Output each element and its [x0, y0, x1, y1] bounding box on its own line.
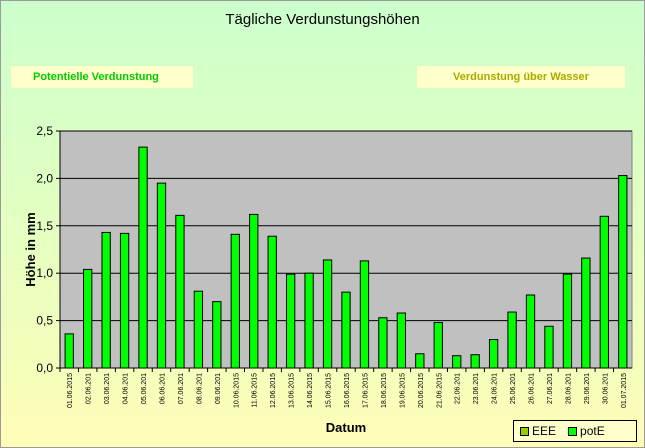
bar: [119, 232, 130, 369]
bar: [212, 301, 222, 369]
bar: [138, 146, 148, 369]
y-tick-label: 0,0: [36, 361, 53, 375]
bar: [544, 325, 554, 369]
y-tick-label: 2,0: [36, 171, 53, 185]
x-tick-label: 27.06.201: [547, 373, 554, 404]
y-tick-label: 0,5: [36, 314, 53, 328]
bar: [562, 273, 573, 369]
bar: [488, 339, 499, 369]
potentielle-verdunstung-button[interactable]: Potentielle Verdunstung: [11, 66, 193, 88]
legend: EEE potE: [513, 420, 637, 442]
bar: [341, 291, 351, 369]
x-tick-label: 20.06.2015: [418, 373, 425, 408]
legend-swatch-eee: [520, 426, 529, 436]
bar: [359, 260, 370, 369]
legend-swatch-pote: [568, 426, 578, 436]
x-tick-label: 11.06.2015: [252, 373, 259, 408]
bar: [618, 175, 628, 369]
x-tick-label: 04.06.201: [123, 373, 130, 404]
legend-item-eee: EEE: [520, 424, 556, 438]
y-tick-label: 2,5: [36, 124, 53, 138]
x-tick-label: 30.06.201: [602, 373, 609, 404]
bar: [470, 354, 480, 369]
x-tick-label: 29.06.201: [584, 373, 591, 404]
x-tick-label: 06.06.201: [159, 373, 166, 404]
bar: [230, 233, 240, 369]
bar: [415, 353, 425, 369]
x-tick-label: 26.06.201: [529, 373, 536, 404]
bar: [396, 312, 407, 369]
bar: [452, 355, 462, 369]
x-tick-label: 12.06.2015: [270, 373, 277, 408]
x-axis-label: Datum: [326, 420, 366, 435]
legend-label-pote: potE: [580, 424, 605, 438]
x-tick-label: 18.06.2015: [381, 373, 388, 408]
x-tick-label: 25.06.201: [510, 373, 517, 404]
x-tick-label: 02.06.201: [86, 373, 93, 404]
x-tick-label: 23.06.201: [473, 373, 480, 404]
bar: [525, 294, 536, 369]
x-tick-label: 13.06.2015: [289, 373, 296, 408]
bar: [304, 272, 314, 369]
x-tick-label: 14.06.2015: [307, 373, 314, 408]
x-tick-label: 10.06.2015: [233, 373, 240, 408]
x-tick-label: 01.06.2015: [67, 373, 74, 408]
x-tick-label: 17.06.2015: [362, 373, 369, 408]
x-tick-label: 07.06.201: [178, 373, 185, 404]
bar: [378, 317, 388, 369]
x-tick-label: 08.06.201: [196, 373, 203, 404]
bar: [249, 213, 259, 369]
bar: [507, 311, 517, 369]
x-tick-label: 19.06.2015: [399, 373, 406, 408]
legend-item-pote: potE: [568, 424, 605, 438]
bar: [599, 215, 609, 369]
bar: [267, 235, 277, 369]
x-tick-label: 15.06.2015: [326, 373, 333, 408]
bar: [285, 273, 296, 369]
x-tick-label: 01.07.2015: [621, 373, 628, 408]
x-tick-label: 22.06.201: [455, 373, 462, 404]
x-tick-label: 21.06.2015: [436, 373, 443, 408]
verdunstung-ueber-wasser-button[interactable]: Verdunstung über Wasser: [417, 66, 625, 88]
chart-title: Tägliche Verdunstungshöhen: [225, 11, 420, 28]
x-tick-label: 05.06.201: [141, 373, 148, 404]
bar: [101, 231, 111, 369]
bar: [83, 268, 93, 369]
bar: [156, 182, 167, 369]
bar: [322, 259, 333, 369]
x-tick-label: 28.06.201: [565, 373, 572, 404]
bar: [433, 321, 443, 369]
bar: [581, 257, 591, 369]
bar: [64, 333, 74, 369]
y-tick-label: 1,5: [36, 219, 53, 233]
x-tick-label: 03.06.201: [104, 373, 111, 404]
legend-label-eee: EEE: [532, 424, 557, 438]
x-tick-label: 16.06.2015: [344, 373, 351, 408]
x-tick-label: 24.06.201: [492, 373, 499, 404]
x-tick-label: 09.06.201: [215, 373, 222, 404]
y-tick-label: 1,0: [36, 266, 53, 280]
bar: [175, 214, 185, 369]
bar: [193, 290, 204, 369]
y-axis-label: Höhe in mm: [23, 212, 38, 286]
